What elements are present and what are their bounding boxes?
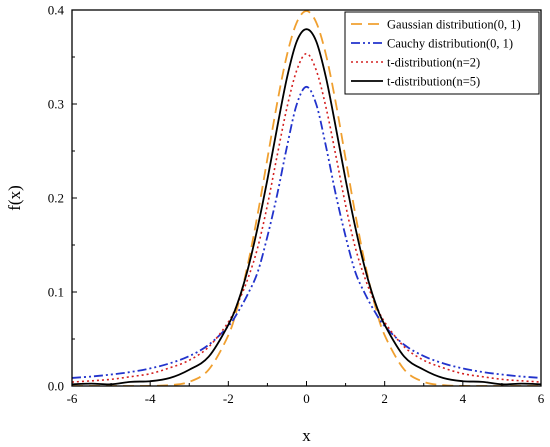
x-tick-label: 0 [303,391,310,406]
y-tick-label: 0.2 [48,191,64,206]
legend-box [344,11,540,95]
legend-label: Cauchy distribution(0, 1) [387,37,513,51]
series-line-2 [72,85,541,379]
x-tick-label: 2 [381,391,388,406]
legend-label: t-distribution(n=2) [387,56,480,70]
series-line-1 [72,10,541,386]
y-tick-label: 0.1 [48,285,64,300]
series-line-3 [72,52,541,383]
y-axis-label: f(x) [5,185,24,210]
y-axis: 0.0 0.1 0.2 0.3 0.4 [48,3,77,394]
x-tick-label: -2 [223,391,234,406]
plot-area [72,10,541,386]
x-axis-label: x [302,426,311,445]
x-tick-label: 4 [460,391,467,406]
y-tick-label: 0.3 [48,97,64,112]
series-line-4 [72,28,541,386]
legend-label: Gaussian distribution(0, 1) [387,18,521,32]
x-tick-label: 6 [538,391,545,406]
y-tick-label: 0.4 [48,3,65,18]
x-tick-label: -4 [145,391,156,406]
x-axis: -6 -4 -2 0 2 4 6 [67,381,545,406]
legend-label: t-distribution(n=5) [387,75,480,89]
legend: Gaussian distribution(0, 1) Cauchy distri… [344,11,540,95]
y-tick-label: 0.0 [48,379,64,394]
x-tick-label: -6 [67,391,78,406]
